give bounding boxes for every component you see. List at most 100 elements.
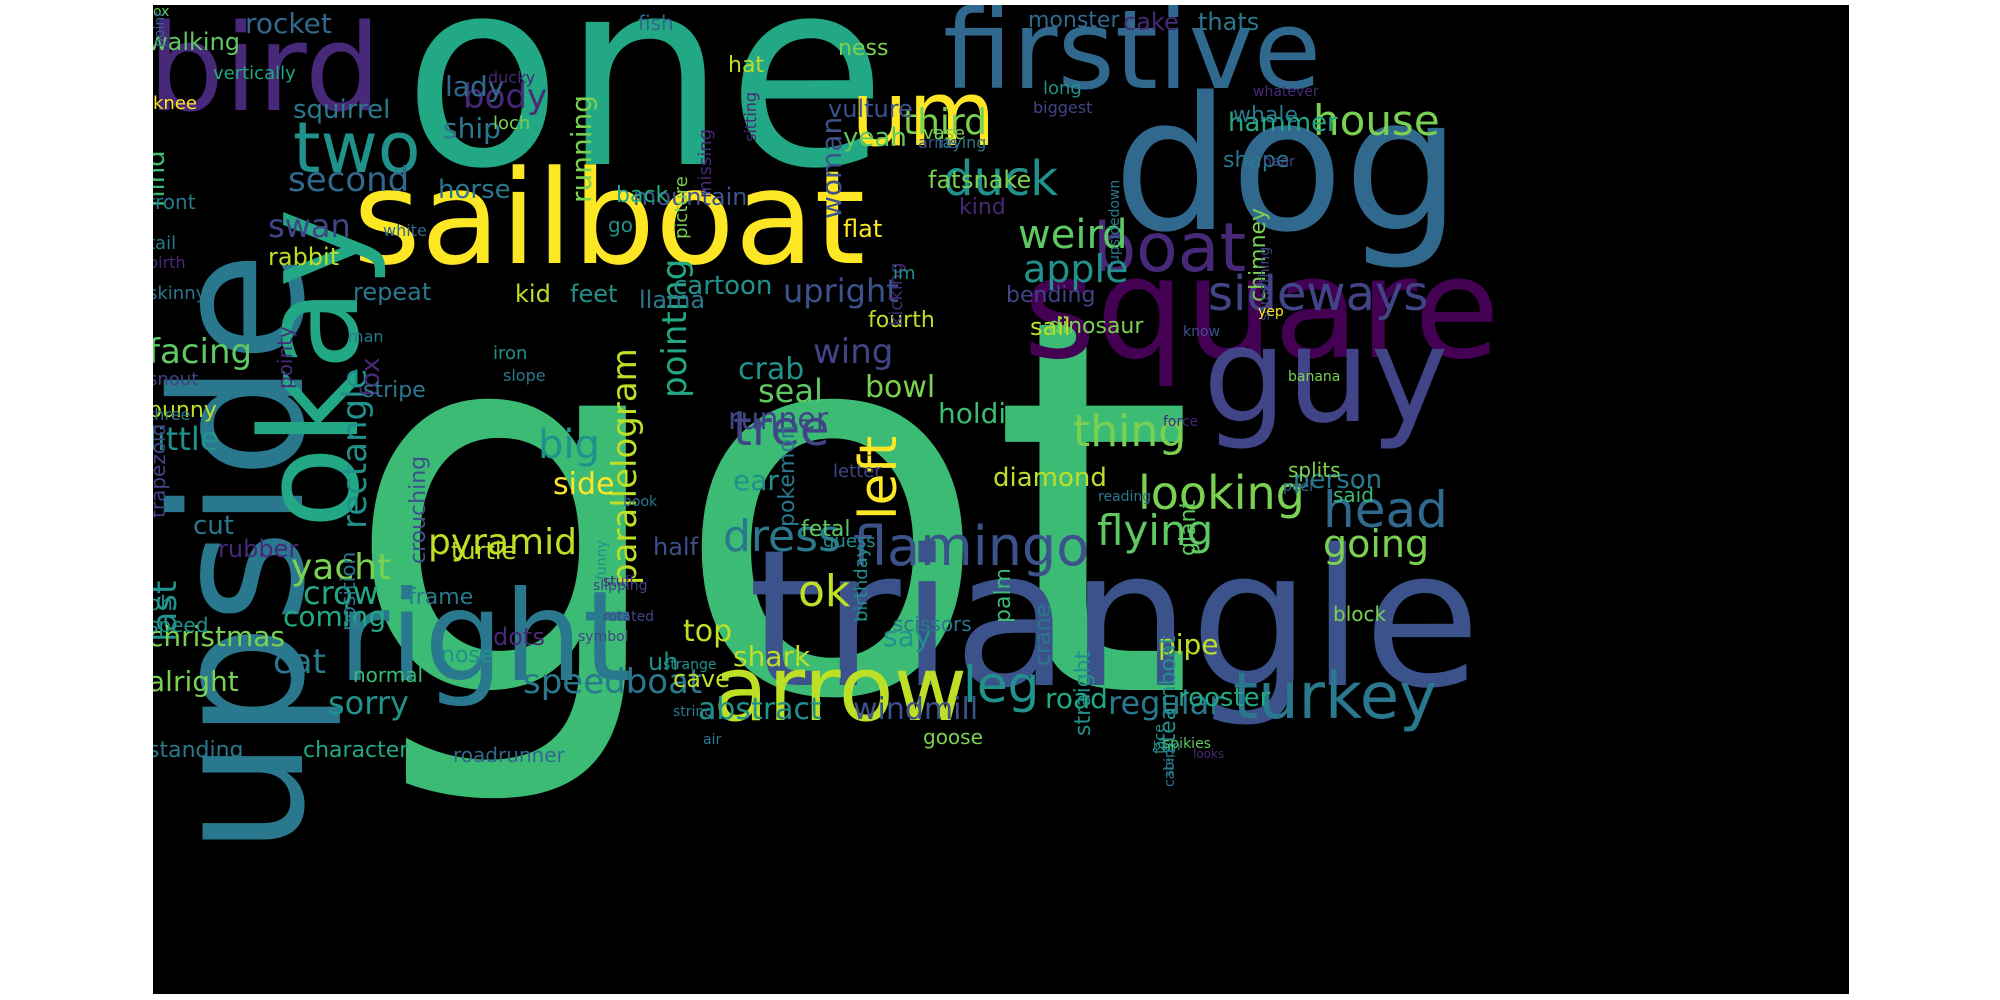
word-bird: bird [153, 5, 381, 139]
word-kid: kid [515, 280, 551, 308]
word-triangle: triangle [748, 509, 1481, 730]
word-dinosaur: dinosaur [1048, 314, 1144, 339]
word-vertically: vertically [213, 63, 296, 84]
word-crouching: crouching [406, 455, 431, 564]
word-seal: seal [758, 372, 823, 410]
word-swan: swan [268, 207, 351, 245]
word-cake: cake [1123, 8, 1179, 36]
word-duck: duck [943, 151, 1059, 207]
word-ok: ok [798, 566, 851, 617]
word-two: two [293, 107, 421, 189]
word-um: um [851, 62, 996, 167]
word-speedboat: speedboat [523, 662, 703, 702]
word-side: side [553, 467, 615, 502]
word-roadrunner: roadrunner [453, 743, 565, 767]
word-running: running [565, 94, 598, 203]
word-looks: looks [1193, 747, 1225, 761]
word-straight: straight [1071, 650, 1096, 736]
word-iron: iron [493, 343, 528, 364]
word-reading: reading [1098, 489, 1152, 505]
word-point: point [153, 11, 168, 47]
word-book: book [623, 494, 658, 510]
word-weird: weird [1018, 212, 1128, 258]
word-windmill: windmill [853, 692, 979, 727]
word-arrow: arrow [713, 637, 968, 742]
word-turtle: turtle [451, 537, 517, 565]
word-frame: frame [408, 585, 474, 610]
word-horse: horse [438, 175, 511, 205]
word-trapezoid: trapezoid [153, 423, 170, 518]
word-half: half [653, 533, 699, 561]
word-one: one [403, 5, 887, 226]
word-ox: ox [153, 5, 170, 20]
word-back: back [616, 183, 669, 208]
word-cartoon: cartoon [673, 271, 773, 301]
word-flying: flying [1097, 506, 1214, 555]
word-fat: fat [928, 166, 961, 194]
word-crane: crane [1031, 603, 1056, 666]
word-rooster: rooster [1178, 683, 1271, 713]
word-picture: picture [671, 175, 692, 239]
word-strange: strange [663, 657, 717, 673]
word-yacht: yacht [291, 547, 392, 588]
word-kind: kind [959, 195, 1006, 220]
word-bending: bending [1006, 283, 1096, 308]
word-loch: loch [493, 113, 531, 134]
word-ear: ear [733, 464, 779, 497]
word-skinny: skinny [153, 283, 207, 304]
word-banana: banana [1288, 369, 1341, 385]
word-sailboat: sailboat [353, 142, 866, 294]
word-guy: guy [1203, 299, 1449, 453]
word-vase: vase [923, 123, 966, 144]
word-bowl: bowl [865, 370, 936, 405]
word-diamond: diamond [993, 463, 1107, 493]
word-firstive: firstive [943, 5, 1322, 114]
word-slipping: slipping [593, 578, 648, 594]
word-cat: cat [273, 642, 326, 682]
word-peel: peel [1283, 479, 1314, 495]
word-know: know [1183, 324, 1220, 340]
word-dots: dots [493, 623, 545, 651]
word-apple: apple [1023, 247, 1129, 291]
word-front: front [153, 190, 196, 214]
word-turkey: turkey [1233, 660, 1437, 734]
word-ducky: ducky [488, 68, 536, 87]
word-snake: snake [961, 166, 1032, 194]
word-monster: monster [1028, 8, 1120, 33]
word-hat: hat [728, 53, 765, 78]
word-man: man [348, 327, 384, 346]
word-normal: normal [353, 663, 424, 687]
word-dog: dog [1113, 57, 1462, 273]
word-head: head [1323, 481, 1448, 539]
word-fetal: fetal [801, 517, 851, 542]
word-got: got [343, 207, 1196, 813]
word-tree: tree [733, 401, 830, 457]
word-alright: alright [153, 665, 239, 698]
word-symbol: symbol [578, 629, 629, 645]
word-birth: birth [153, 253, 186, 272]
word-birthday: birthday [851, 546, 872, 623]
word-house: house [1313, 96, 1440, 145]
word-step: step [1162, 749, 1176, 776]
word-guess: guess [823, 531, 876, 552]
word-long: long [1043, 78, 1082, 99]
word-block: block [1333, 602, 1387, 626]
word-wing: wing [813, 332, 894, 372]
word-thats: thats [1198, 8, 1260, 36]
word-yeah: yeah [843, 123, 907, 153]
word-crow: crow [303, 574, 379, 612]
word-squirrel: squirrel [293, 95, 391, 125]
word-hammer: hammer [1228, 108, 1338, 138]
word-dress: dress [723, 511, 841, 562]
word-force: force [1163, 414, 1199, 430]
word-pointy: pointy [273, 326, 297, 389]
word-barn: barn [1153, 739, 1181, 753]
word-pyramid: pyramid [428, 522, 577, 563]
word-rocket: rocket [245, 7, 332, 40]
word-repeat: repeat [353, 278, 432, 306]
word-shark: shark [733, 640, 811, 673]
word-road: road [1045, 682, 1108, 715]
word-sail: sail [1030, 313, 1071, 341]
word-palm: palm [991, 567, 1016, 623]
word-biggest: biggest [1033, 98, 1093, 117]
